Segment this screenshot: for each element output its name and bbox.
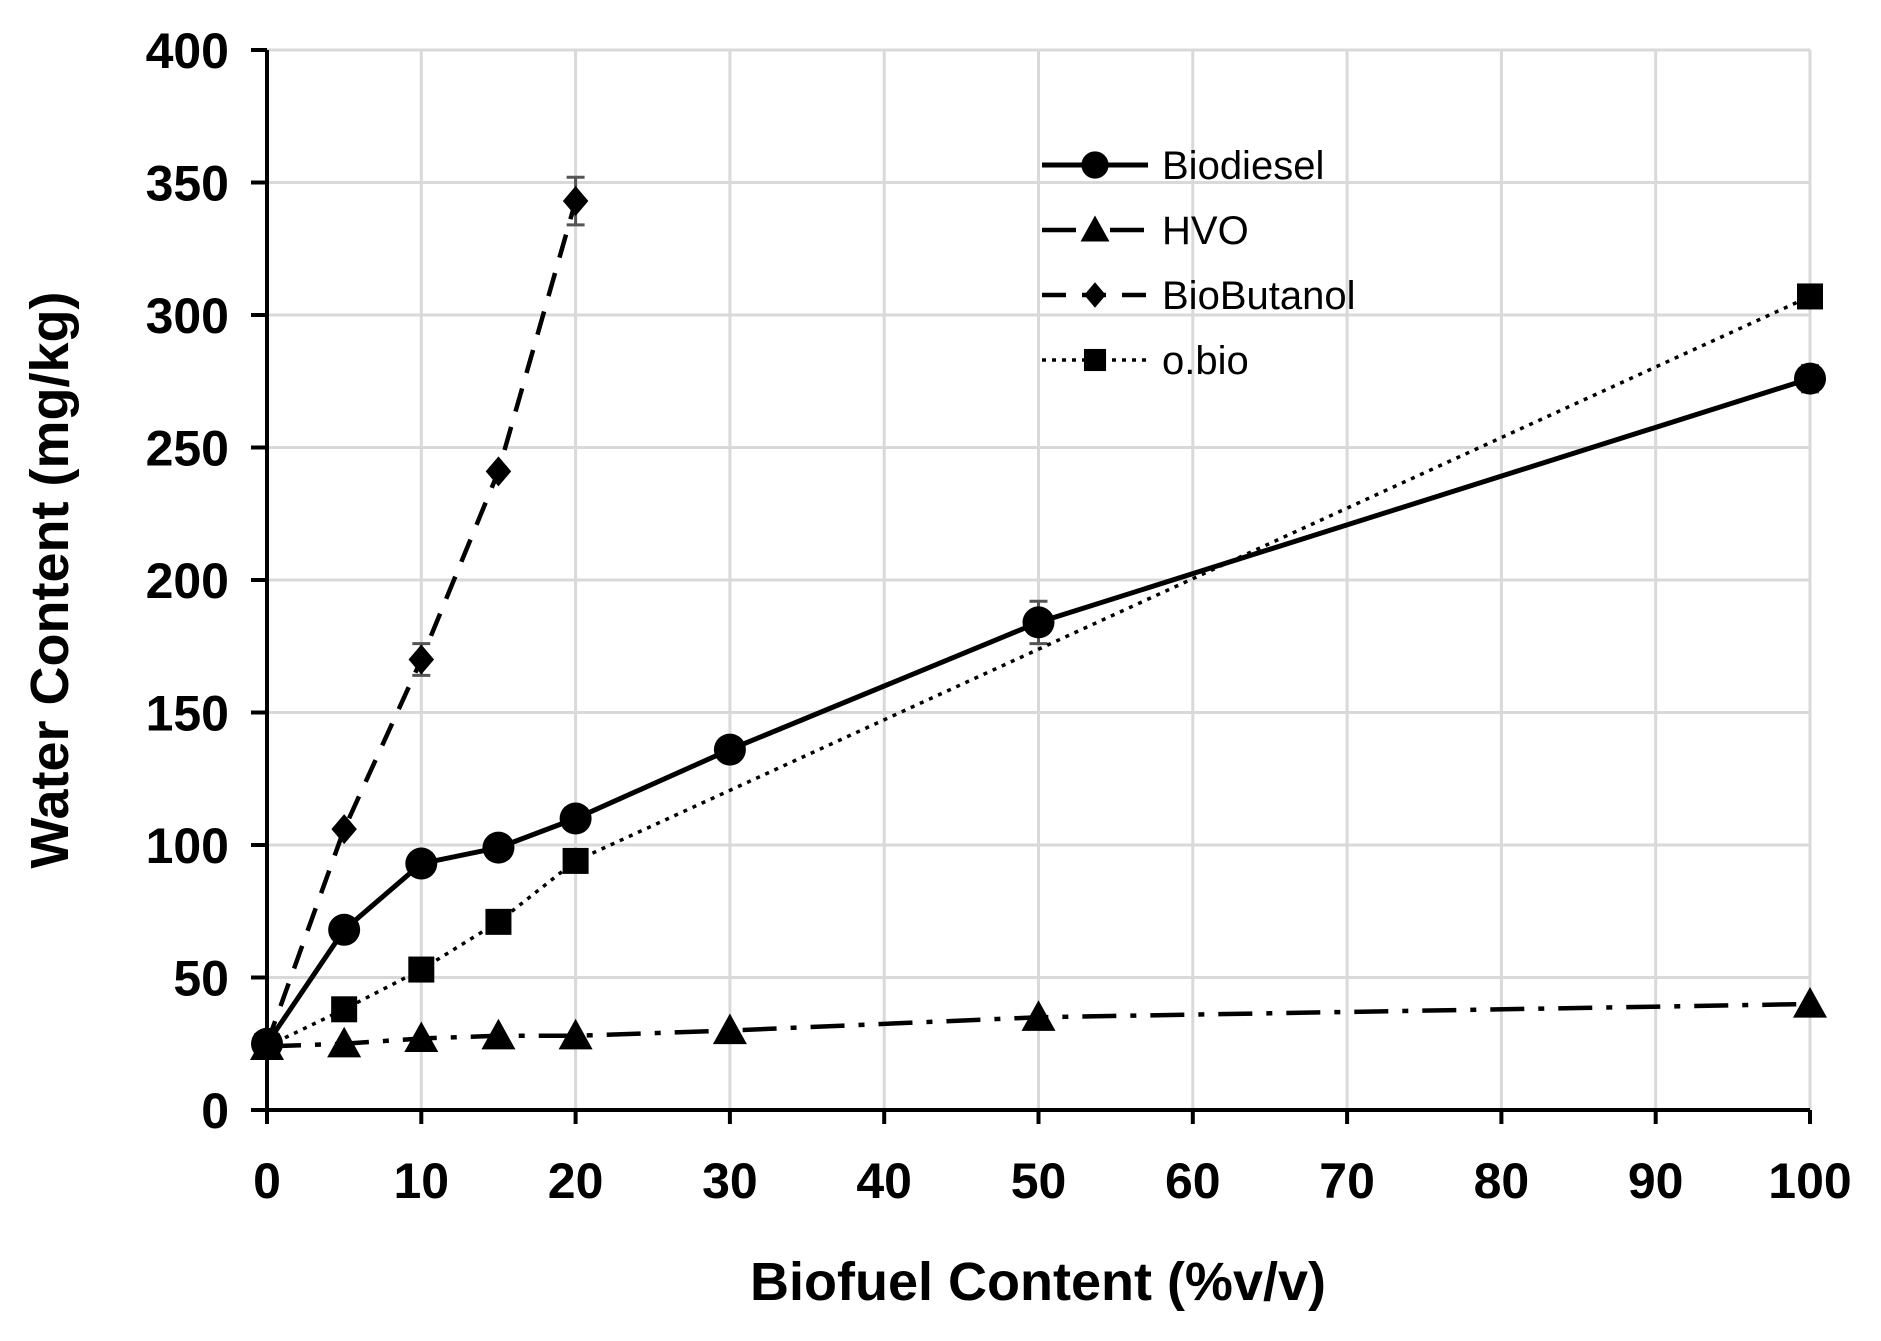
data-point-hvo <box>1021 1000 1056 1031</box>
series-line-hvo <box>266 1001 1811 1049</box>
series-biobutanol <box>254 175 589 1059</box>
data-point-biodiesel <box>405 847 438 880</box>
y-axis-title: Water Content (mg/kg) <box>20 292 80 869</box>
legend-marker-biodiesel <box>1081 151 1109 179</box>
data-point-hvo <box>1793 987 1827 1018</box>
y-tick-label: 400 <box>146 23 229 79</box>
data-point-o-bio <box>331 996 358 1023</box>
data-series <box>250 175 1827 1060</box>
legend-marker-hvo <box>1080 215 1110 242</box>
series-line-biodiesel <box>264 376 1811 1046</box>
data-point-biodiesel <box>559 802 592 835</box>
y-tick-label: 100 <box>146 818 229 874</box>
data-point-hvo <box>558 1018 593 1050</box>
data-point-o-bio <box>562 847 589 874</box>
y-tick-label: 50 <box>173 951 229 1007</box>
data-point-biodiesel <box>328 913 361 946</box>
x-tick-label: 70 <box>1319 1153 1375 1209</box>
x-tick-label: 0 <box>253 1153 281 1209</box>
data-point-o-bio <box>254 1033 280 1060</box>
data-point-biobutanol <box>485 456 512 487</box>
data-point-hvo <box>404 1021 439 1053</box>
y-tick-label: 350 <box>146 156 229 212</box>
data-point-biobutanol <box>331 814 357 845</box>
legend-marker-biobutanol <box>1084 282 1106 308</box>
x-tick-label: 80 <box>1474 1153 1530 1209</box>
x-tick-label: 20 <box>548 1153 604 1209</box>
gridlines <box>267 48 1812 1110</box>
x-tick-label: 30 <box>702 1153 758 1209</box>
data-point-o-bio <box>1797 283 1823 310</box>
y-tick-label: 300 <box>146 288 229 344</box>
data-point-biobutanol <box>408 644 435 675</box>
data-point-o-bio <box>408 956 435 983</box>
legend: Biodiesel HVO BioButanol o.bio <box>1042 144 1355 383</box>
data-point-biodiesel <box>1794 362 1826 395</box>
series-o-bio <box>254 283 1823 1060</box>
data-point-biodiesel <box>713 733 746 766</box>
data-point-hvo <box>327 1026 362 1058</box>
legend-label-o-bio: o.bio <box>1162 339 1249 383</box>
axis-ticks: 0 10 20 30 40 50 60 70 80 90 100 0 50 100 150 200 250 300… <box>146 23 1852 1209</box>
x-tick-label: 60 <box>1165 1153 1221 1209</box>
data-point-biobutanol <box>562 186 589 217</box>
x-tick-label: 10 <box>393 1153 449 1209</box>
x-tick-label: 90 <box>1628 1153 1684 1209</box>
data-point-hvo <box>481 1018 516 1050</box>
y-tick-label: 0 <box>201 1083 229 1139</box>
y-tick-label: 250 <box>146 421 229 477</box>
y-tick-label: 150 <box>146 686 229 742</box>
legend-label-biobutanol: BioButanol <box>1162 274 1355 318</box>
legend-label-biodiesel: Biodiesel <box>1162 144 1324 188</box>
x-tick-label: 40 <box>856 1153 912 1209</box>
legend-label-hvo: HVO <box>1162 209 1249 253</box>
legend-marker-o-bio <box>1083 348 1107 372</box>
x-tick-label: 100 <box>1768 1153 1851 1209</box>
data-point-hvo <box>712 1013 747 1045</box>
data-point-o-bio <box>485 908 512 935</box>
data-point-biodiesel <box>482 831 515 864</box>
y-tick-label: 200 <box>146 553 229 609</box>
x-axis-title: Biofuel Content (%v/v) <box>750 1252 1326 1312</box>
data-point-biodiesel <box>1022 606 1055 639</box>
x-tick-label: 50 <box>1011 1153 1067 1209</box>
